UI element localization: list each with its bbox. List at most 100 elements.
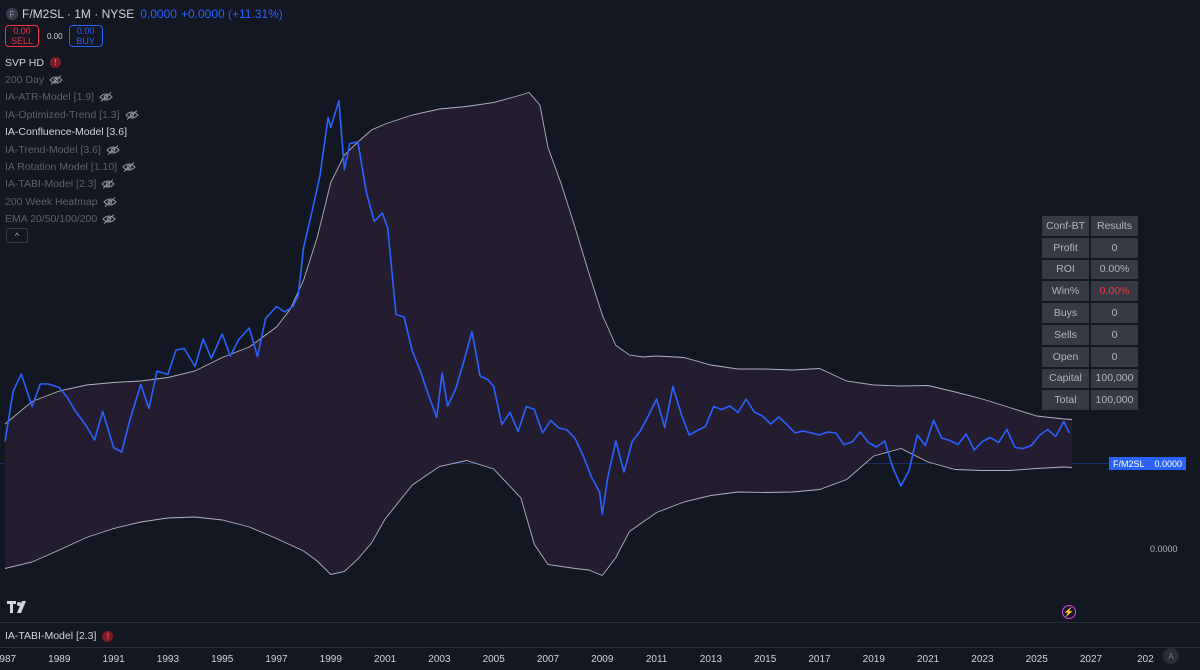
last-price-tag: F/M2SL 0.0000 (1109, 457, 1186, 470)
eye-hidden-icon[interactable] (120, 109, 139, 120)
time-axis-label: 1991 (102, 654, 125, 665)
time-axis-label: 1999 (319, 654, 342, 665)
indicator-label[interactable]: IA-ATR-Model [1.9] (5, 91, 95, 104)
time-axis-label: 2027 (1079, 654, 1103, 665)
price-chart[interactable] (0, 0, 1200, 622)
bottom-indicator-label[interactable]: IA-TABI-Model [2.3] (5, 630, 97, 642)
time-axis-label: 2011 (645, 654, 668, 665)
table-value-cell: 0.00% (1091, 259, 1138, 280)
indicator-row[interactable]: IA-Confluence-Model [3.6] (5, 124, 139, 141)
eye-hidden-icon[interactable] (117, 162, 136, 172)
time-axis-label: 2007 (536, 654, 560, 665)
lightning-icon[interactable]: ⚡ (1062, 605, 1076, 619)
warning-icon[interactable]: ! (102, 630, 114, 642)
time-axis-label: 1995 (211, 654, 234, 665)
eye-hidden-icon[interactable] (44, 75, 63, 85)
chevron-up-icon: ^ (14, 230, 20, 241)
table-row: Total 100,000 (1042, 390, 1138, 411)
time-axis-label: 2003 (428, 654, 451, 665)
indicator-label[interactable]: IA-Confluence-Model [3.6] (5, 126, 127, 139)
table-label-cell: ROI (1042, 259, 1089, 280)
table-label-cell: Buys (1042, 303, 1089, 323)
eye-hidden-icon[interactable] (98, 196, 117, 207)
sell-button[interactable]: 0.00 SELL (5, 25, 39, 47)
spread-value: 0.00 (47, 31, 63, 41)
symbol-price: 0.0000 (140, 7, 177, 21)
indicator-label[interactable]: EMA 20/50/100/200 (5, 213, 98, 226)
time-axis-label: 2019 (862, 654, 885, 665)
trade-controls: 0.00 SELL 0.00 0.00 BUY (5, 25, 103, 47)
auto-scale-button[interactable]: A (1163, 648, 1179, 664)
table-header-cell: Conf-BT (1042, 216, 1089, 236)
indicator-label[interactable]: IA-Optimized-Trend [1.3] (5, 108, 120, 121)
table-value-cell: 0.00% (1091, 281, 1138, 302)
indicator-label[interactable]: IA-TABI-Model [2.3] (5, 178, 97, 191)
tradingview-logo[interactable] (7, 601, 29, 616)
sell-label: SELL (10, 36, 34, 46)
price-tag-label: F/M2SL (1113, 458, 1145, 469)
confluence-band-fill (5, 92, 1072, 576)
table-value-cell: 100,000 (1091, 368, 1138, 389)
indicator-row[interactable]: IA-Trend-Model [3.6] (5, 141, 139, 158)
indicator-label[interactable]: 200 Week Heatmap (5, 195, 98, 208)
table-value-cell: 100,000 (1091, 390, 1138, 411)
eye-hidden-icon[interactable] (94, 92, 113, 103)
table-row: Capital 100,000 (1042, 368, 1138, 389)
time-axis-label: 2005 (482, 654, 505, 665)
eye-hidden-icon[interactable] (96, 179, 116, 190)
indicator-row[interactable]: EMA 20/50/100/200 (5, 211, 139, 228)
indicator-row[interactable]: IA Rotation Model [1.10] (5, 158, 139, 175)
table-value-cell: 0 (1091, 346, 1138, 367)
time-axis-label: 2009 (591, 654, 614, 665)
collapse-legend-button[interactable]: ^ (6, 228, 28, 243)
symbol-change: +0.0000 (+11.31%) (180, 7, 283, 21)
warning-icon[interactable]: ! (49, 57, 61, 69)
table-row: Sells 0 (1042, 324, 1138, 345)
eye-hidden-icon[interactable] (97, 214, 116, 225)
time-axis[interactable]: 1987 1989 1991 1993 1995 1997 1999 2001 2003 2005… (0, 647, 1200, 670)
indicator-label[interactable]: 200 Day (5, 74, 45, 87)
price-series-line (4, 99, 1071, 516)
table-header-row: Conf-BT Results (1042, 216, 1138, 236)
symbol-title[interactable]: F/M2SL · 1M · NYSE (22, 7, 135, 21)
indicator-row[interactable]: 200 Week Heatmap (5, 193, 139, 210)
table-row: Open 0 (1042, 346, 1138, 367)
table-header-cell: Results (1091, 216, 1138, 236)
time-axis-label: 202 (1136, 654, 1154, 665)
indicator-label[interactable]: IA-Trend-Model [3.6] (5, 143, 101, 156)
confluence-band-lower (4, 448, 1073, 577)
table-label-cell: Win% (1042, 281, 1089, 302)
table-label-cell: Total (1042, 390, 1089, 411)
time-axis-label: 2013 (699, 654, 723, 665)
indicator-row[interactable]: 200 Day (5, 71, 139, 88)
time-axis-label: 2021 (916, 654, 940, 665)
indicator-row[interactable]: IA-TABI-Model [2.3] (5, 176, 139, 193)
table-row: Win% 0.00% (1042, 281, 1138, 302)
indicator-legend: SVP HD! 200 Day IA-ATR-Model [1.9] IA-Optim… (5, 54, 139, 228)
time-axis-label: 1987 (0, 654, 17, 665)
table-row: Profit 0 (1042, 237, 1138, 258)
indicator-label[interactable]: IA Rotation Model [1.10] (5, 161, 118, 174)
buy-value: 0.00 (76, 26, 95, 36)
price-axis-label: 0.0000 (1150, 544, 1178, 554)
table-value-cell: 0 (1091, 237, 1138, 258)
buy-button[interactable]: 0.00 BUY (68, 25, 103, 47)
time-axis-label: 2023 (971, 654, 994, 665)
table-label-cell: Sells (1042, 324, 1089, 345)
table-row: ROI 0.00% (1042, 259, 1138, 280)
eye-hidden-icon[interactable] (101, 144, 120, 155)
symbol-header[interactable]: F F/M2SL · 1M · NYSE 0.0000 +0.0000 (+11… (6, 7, 283, 21)
indicator-row[interactable]: IA-Optimized-Trend [1.3] (5, 106, 139, 123)
time-axis-label: 2017 (808, 654, 831, 665)
indicator-label[interactable]: SVP HD (5, 56, 44, 69)
buy-label: BUY (76, 36, 95, 46)
indicator-row[interactable]: SVP HD! (5, 54, 139, 71)
table-value-cell: 0 (1091, 303, 1138, 323)
table-row: Buys 0 (1042, 303, 1138, 323)
table-value-cell: 0 (1091, 324, 1138, 345)
table-label-cell: Capital (1042, 368, 1089, 389)
bottom-indicator-pane[interactable]: IA-TABI-Model [2.3] ! (0, 622, 1200, 648)
time-axis-label: 1993 (156, 654, 180, 665)
indicator-row[interactable]: IA-ATR-Model [1.9] (5, 89, 139, 106)
table-label-cell: Profit (1042, 237, 1089, 258)
